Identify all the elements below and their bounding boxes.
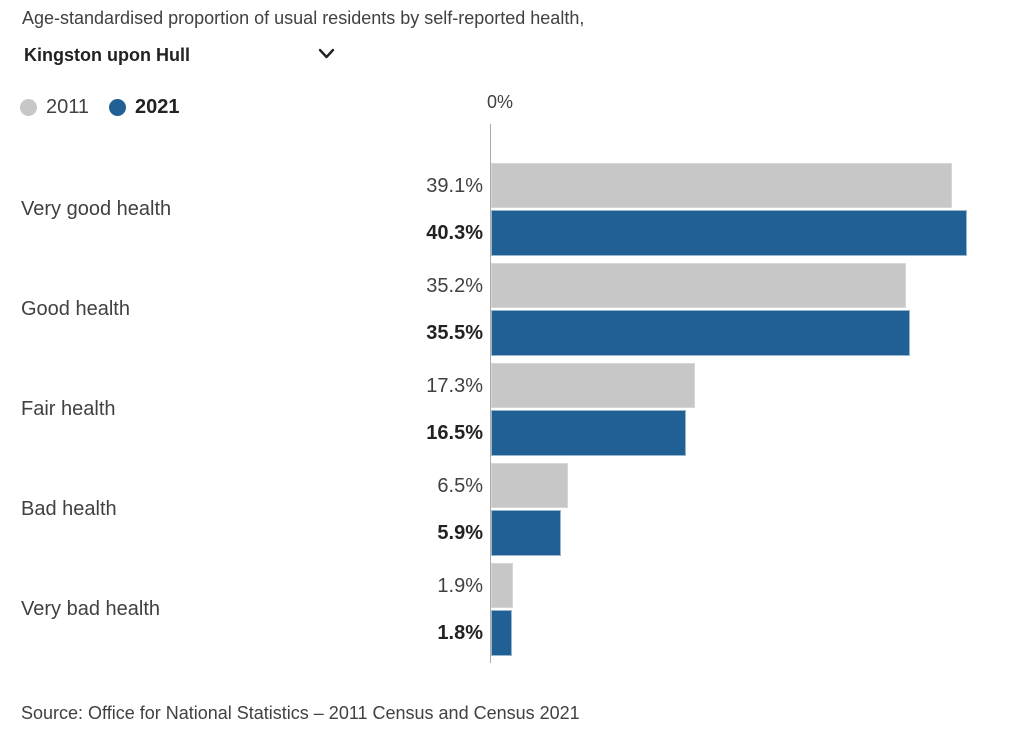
legend: 2011 2021 [20, 96, 180, 119]
value-label-2021: 16.5% [426, 422, 483, 444]
source-note: Source: Office for National Statistics –… [21, 703, 580, 723]
category-label: Bad health [21, 498, 117, 520]
bar-2021[interactable] [491, 410, 686, 456]
value-label-2021: 40.3% [426, 222, 483, 244]
area-selector-value: Kingston upon Hull [24, 45, 190, 65]
legend-item-2021: 2021 [109, 96, 180, 119]
value-label-2021: 1.8% [437, 622, 483, 644]
chart-row: Very good health 39.1% 40.3% [0, 163, 1024, 263]
bar-2021[interactable] [491, 610, 512, 656]
legend-dot-2021-icon [109, 99, 127, 116]
value-label-2021: 35.5% [426, 322, 483, 344]
category-label: Fair health [21, 398, 116, 420]
bar-2011[interactable] [491, 563, 513, 608]
chart-title: Age-standardised proportion of usual res… [22, 8, 585, 28]
legend-label-2021: 2021 [135, 96, 180, 118]
chart-rows: Very good health 39.1% 40.3% Good health 35.… [0, 163, 1024, 663]
bar-2021[interactable] [491, 210, 967, 256]
area-selector-dropdown[interactable]: Kingston upon Hull [24, 43, 336, 67]
bar-2021[interactable] [491, 510, 561, 556]
category-label: Very bad health [21, 598, 160, 620]
value-label-2021: 5.9% [437, 522, 483, 544]
x-axis-zero-tick-label: 0% [487, 92, 514, 112]
chart-row: Good health 35.2% 35.5% [0, 263, 1024, 363]
bar-2021[interactable] [491, 310, 910, 356]
chart-row: Very bad health 1.9% 1.8% [0, 563, 1024, 663]
bar-2011[interactable] [491, 263, 906, 308]
bar-2011[interactable] [491, 463, 568, 508]
legend-item-2011: 2011 [20, 96, 89, 119]
value-label-2011: 39.1% [426, 175, 483, 197]
bar-2011[interactable] [491, 163, 952, 208]
chevron-down-icon [318, 48, 335, 59]
value-label-2011: 35.2% [426, 275, 483, 297]
value-label-2011: 6.5% [437, 475, 483, 497]
chart-row: Bad health 6.5% 5.9% [0, 463, 1024, 563]
chart-row: Fair health 17.3% 16.5% [0, 363, 1024, 463]
value-label-2011: 17.3% [426, 375, 483, 397]
legend-dot-2011-icon [20, 99, 37, 116]
bar-2011[interactable] [491, 363, 695, 408]
legend-label-2011: 2011 [46, 96, 90, 118]
value-label-2011: 1.9% [437, 575, 483, 597]
y-axis-line [490, 124, 491, 663]
category-label: Good health [21, 298, 130, 320]
category-label: Very good health [21, 198, 172, 220]
